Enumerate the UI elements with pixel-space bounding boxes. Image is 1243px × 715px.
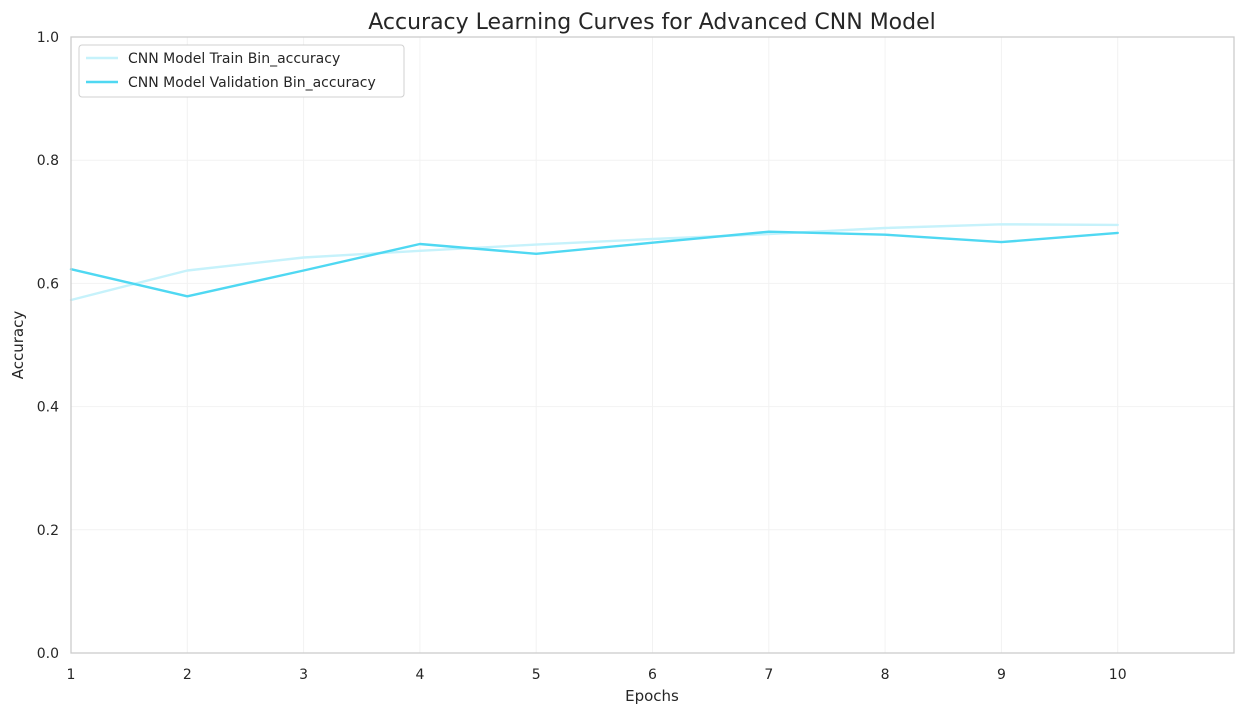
legend: CNN Model Train Bin_accuracy CNN Model Va…: [78, 44, 405, 98]
y-tick-label: 0.4: [37, 400, 59, 416]
x-tick-label: 8: [881, 667, 890, 683]
x-axis-label: Epochs: [625, 687, 679, 705]
y-tick-label: 1.0: [37, 30, 59, 46]
y-tick-label: 0.6: [37, 276, 59, 292]
y-tick-label: 0.2: [37, 523, 59, 539]
x-tick-labels: 1 2 3 4 5 6 7 8 9 10: [67, 667, 1127, 683]
x-tick-label: 4: [415, 667, 424, 683]
series-line-validation: [69, 230, 1119, 298]
y-axis-label: Accuracy: [9, 311, 27, 380]
series-layer: [69, 223, 1119, 302]
legend-box: [78, 44, 405, 98]
plot-frame: [70, 36, 1235, 654]
legend-label-train: CNN Model Train Bin_accuracy: [128, 51, 340, 67]
x-tick-label: 3: [299, 667, 308, 683]
series-line-train: [69, 223, 1119, 302]
x-tick-label: 2: [183, 667, 192, 683]
chart-title: Accuracy Learning Curves for Advanced CN…: [368, 10, 936, 35]
y-tick-label: 0.0: [37, 646, 59, 662]
x-tick-label: 10: [1109, 667, 1127, 683]
y-tick-labels: 0.0 0.2 0.4 0.6 0.8 1.0: [37, 30, 59, 662]
x-tick-label: 9: [997, 667, 1006, 683]
legend-label-validation: CNN Model Validation Bin_accuracy: [128, 75, 376, 91]
y-tick-label: 0.8: [37, 153, 59, 169]
x-tick-label: 1: [67, 667, 76, 683]
x-tick-label: 7: [764, 667, 773, 683]
x-tick-label: 5: [532, 667, 541, 683]
x-tick-label: 6: [648, 667, 657, 683]
